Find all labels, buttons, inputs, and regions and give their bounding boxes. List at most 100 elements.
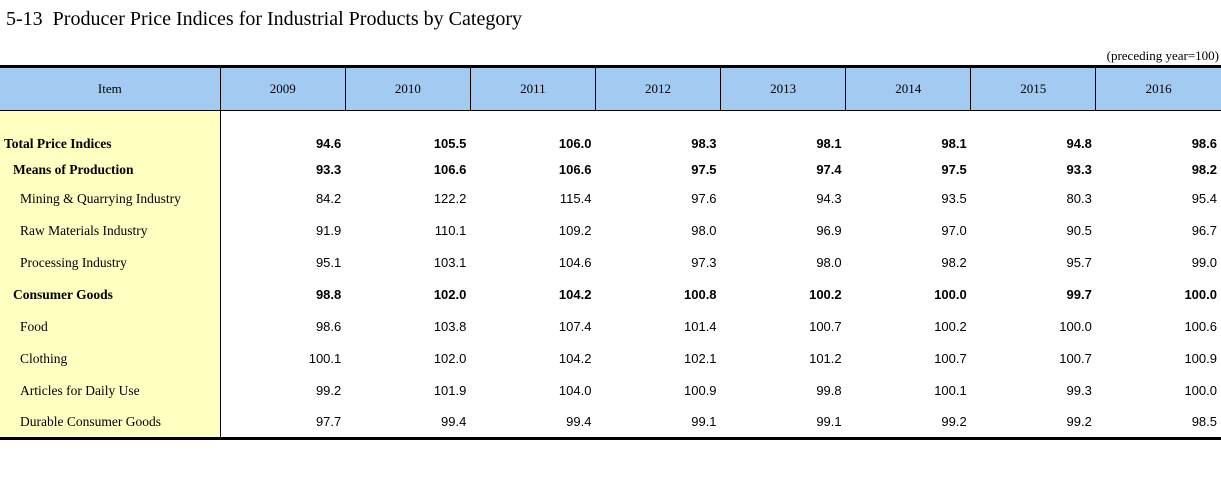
value-cell: 104.0 — [558, 383, 592, 398]
spacer-data-cell — [220, 111, 1221, 131]
value-cell: 97.5 — [691, 162, 717, 177]
value-cell: 97.5 — [941, 162, 967, 177]
value-cell: 94.3 — [816, 191, 842, 206]
table-header-row: Item 2009 2010 2011 2012 2013 2014 2015 2016 — [0, 66, 1221, 111]
value-cell: 97.3 — [691, 255, 717, 270]
value-cell: 93.3 — [315, 162, 342, 177]
table-row: Clothing 100.1 102.0 104.2 102.1 101.2 100.7 10… — [0, 342, 1221, 375]
row-label: Mining & Quarrying Industry — [0, 182, 221, 215]
value-cell: 99.0 — [1191, 255, 1217, 270]
value-cell: 99.1 — [691, 414, 717, 430]
value-cell: 99.1 — [816, 414, 842, 430]
value-cell: 107.4 — [558, 319, 592, 334]
value-cell: 98.0 — [816, 255, 842, 270]
value-cell: 99.3 — [1066, 383, 1092, 398]
row-label: Total Price Indices — [0, 130, 221, 157]
col-header-year: 2012 — [594, 66, 721, 111]
row-label: Raw Materials Industry — [0, 214, 221, 247]
value-cell: 99.2 — [1066, 414, 1092, 430]
col-header-year: 2014 — [845, 66, 971, 111]
row-label: Durable Consumer Goods — [0, 406, 221, 439]
producer-price-index-table: Item 2009 2010 2011 2012 2013 2014 2015 2016 To… — [0, 65, 1221, 440]
value-cell: 99.2 — [315, 383, 342, 398]
value-cell: 103.1 — [433, 255, 467, 270]
value-cell: 100.0 — [1184, 383, 1217, 398]
value-cell: 101.9 — [433, 383, 467, 398]
table-row: Total Price Indices 94.6 105.5 106.0 98.3 98.… — [0, 130, 1221, 157]
table-row: Processing Industry 95.1 103.1 104.6 97.3 98.… — [0, 246, 1221, 279]
value-cell: 106.6 — [433, 162, 467, 177]
value-cell: 80.3 — [1066, 191, 1092, 206]
value-cell: 100.0 — [1059, 319, 1092, 334]
value-cell: 104.2 — [558, 351, 592, 366]
row-label: Articles for Daily Use — [0, 374, 221, 407]
value-cell: 98.6 — [1191, 136, 1217, 151]
value-cell: 98.5 — [1191, 414, 1217, 430]
value-cell: 100.6 — [1184, 319, 1217, 334]
row-label: Food — [0, 310, 221, 343]
value-cell: 100.2 — [934, 319, 967, 334]
value-cell: 95.7 — [1066, 255, 1092, 270]
spacer-row — [0, 110, 1221, 131]
value-cell: 98.6 — [315, 319, 342, 334]
table-row: Consumer Goods 98.8 102.0 104.2 100.8 100.2 10… — [0, 278, 1221, 311]
value-cell: 106.6 — [558, 162, 592, 177]
value-cell: 99.4 — [566, 414, 592, 430]
col-header-year: 2010 — [344, 66, 471, 111]
value-cell: 95.1 — [315, 255, 342, 270]
value-cell: 104.2 — [558, 287, 592, 302]
value-cell: 100.7 — [934, 351, 967, 366]
value-cell: 100.1 — [308, 351, 342, 366]
table-row: Mining & Quarrying Industry 84.2 122.2 115.… — [0, 182, 1221, 215]
row-label: Consumer Goods — [0, 278, 221, 311]
value-cell: 84.2 — [315, 191, 342, 206]
value-cell: 100.9 — [684, 383, 717, 398]
value-cell: 93.3 — [1066, 162, 1092, 177]
col-header-item: Item — [0, 66, 221, 111]
value-cell: 102.0 — [433, 351, 467, 366]
value-cell: 115.4 — [559, 191, 592, 206]
value-cell: 100.0 — [1184, 287, 1217, 302]
value-cell: 106.0 — [558, 136, 592, 151]
value-cell: 98.1 — [816, 136, 842, 151]
value-cell: 91.9 — [315, 223, 342, 238]
value-cell: 100.9 — [1184, 351, 1217, 366]
value-cell: 100.7 — [809, 319, 842, 334]
value-cell: 94.8 — [1066, 136, 1092, 151]
col-header-year: 2016 — [1095, 66, 1221, 111]
row-label: Clothing — [0, 342, 221, 375]
value-cell: 104.6 — [558, 255, 592, 270]
unit-note: (preceding year=100) — [1106, 48, 1219, 63]
value-cell: 93.5 — [941, 191, 967, 206]
value-cell: 102.0 — [433, 287, 467, 302]
row-label: Processing Industry — [0, 246, 221, 279]
value-cell: 97.6 — [691, 191, 717, 206]
value-cell: 94.6 — [315, 136, 342, 151]
table-body: Total Price Indices 94.6 105.5 106.0 98.3 98.… — [0, 110, 1221, 439]
value-cell: 122.2 — [433, 191, 467, 206]
value-cell: 98.2 — [1191, 162, 1217, 177]
col-header-year: 2013 — [720, 66, 846, 111]
value-cell: 100.0 — [934, 287, 967, 302]
value-cell: 100.7 — [1059, 351, 1092, 366]
table-row: Means of Production 93.3 106.6 106.6 97.5 97.… — [0, 156, 1221, 183]
value-cell: 96.7 — [1191, 223, 1217, 238]
value-cell: 95.4 — [1191, 191, 1217, 206]
value-cell: 101.4 — [684, 319, 717, 334]
value-cell: 99.7 — [1066, 287, 1092, 302]
col-header-year: 2015 — [970, 66, 1096, 111]
value-cell: 110.1 — [434, 223, 467, 238]
value-cell: 98.2 — [941, 255, 967, 270]
value-cell: 98.8 — [315, 287, 342, 302]
value-cell: 105.5 — [433, 136, 467, 151]
value-cell: 98.1 — [941, 136, 967, 151]
value-cell: 100.1 — [934, 383, 967, 398]
value-cell: 100.2 — [809, 287, 842, 302]
value-cell: 90.5 — [1066, 223, 1092, 238]
table-row: Durable Consumer Goods 97.7 99.4 99.4 99.1 99… — [0, 406, 1221, 439]
table-row: Articles for Daily Use 99.2 101.9 104.0 100.… — [0, 374, 1221, 407]
value-cell: 103.8 — [433, 319, 467, 334]
table-row: Raw Materials Industry 91.9 110.1 109.2 98.0… — [0, 214, 1221, 247]
col-header-year: 2009 — [219, 66, 346, 111]
value-cell: 97.4 — [816, 162, 842, 177]
